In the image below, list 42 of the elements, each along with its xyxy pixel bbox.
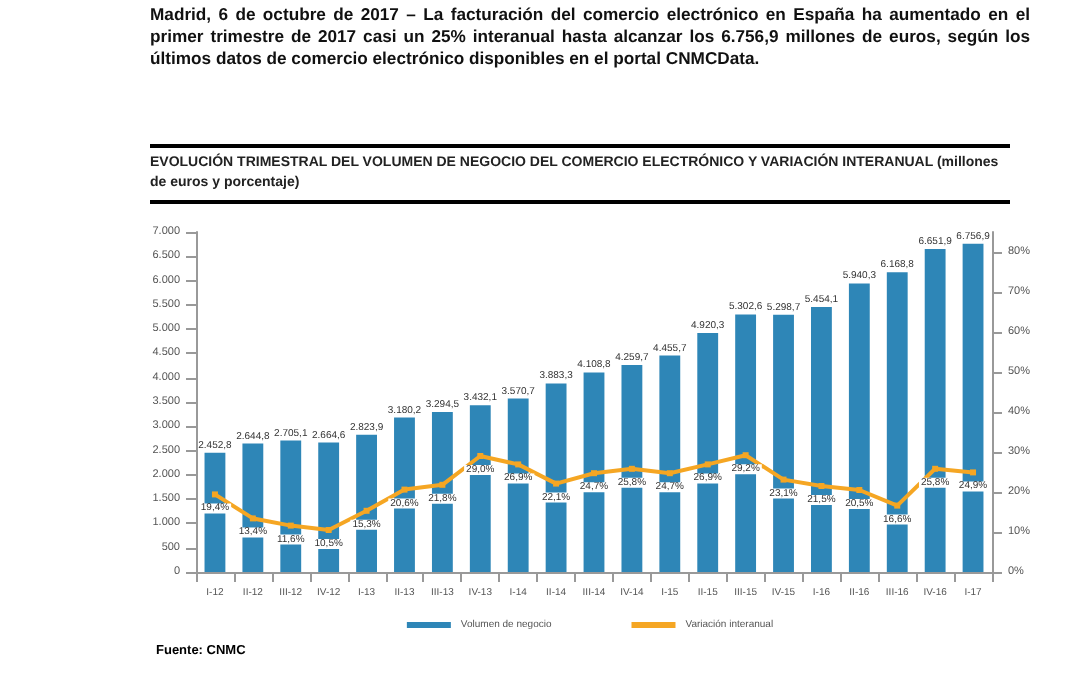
bar <box>848 283 870 572</box>
bar <box>583 372 605 572</box>
point <box>591 470 597 477</box>
point <box>932 465 939 472</box>
point <box>894 502 901 509</box>
bar <box>431 411 453 572</box>
bar <box>507 398 529 572</box>
bar <box>962 243 984 572</box>
bar <box>394 417 415 572</box>
point <box>628 465 635 472</box>
bar <box>280 440 302 572</box>
point <box>211 491 218 498</box>
bar <box>545 383 567 572</box>
bar <box>242 443 264 572</box>
point <box>477 453 484 459</box>
point <box>439 481 446 488</box>
point <box>780 476 787 483</box>
text: Madrid, 6 de octubre de 2017 – La facturación del comercio electrónico en España ha aumentado en el primer trimestre de 2017 casi un 25% interanual hasta alcanzar los 6.756,9 millones de euros, según los últimos datos de comercio electrónico disponibles en el portal CNMCData. <box>150 4 1030 70</box>
bar <box>356 434 377 572</box>
bar <box>735 314 757 572</box>
point <box>742 452 749 459</box>
bar <box>811 307 832 572</box>
bar <box>621 365 643 572</box>
point <box>515 461 522 468</box>
bar <box>886 272 908 572</box>
point <box>856 487 863 493</box>
bar <box>659 355 681 572</box>
point <box>818 483 825 489</box>
point <box>553 480 560 487</box>
point <box>325 527 332 533</box>
point <box>666 470 673 477</box>
bar <box>697 333 719 572</box>
bar <box>318 442 340 572</box>
point <box>287 522 294 529</box>
bar <box>773 314 794 572</box>
bar <box>924 248 946 572</box>
point <box>970 469 977 476</box>
bar <box>469 405 491 572</box>
point <box>704 461 711 468</box>
point <box>401 486 408 493</box>
point <box>363 507 370 514</box>
point <box>249 515 256 522</box>
